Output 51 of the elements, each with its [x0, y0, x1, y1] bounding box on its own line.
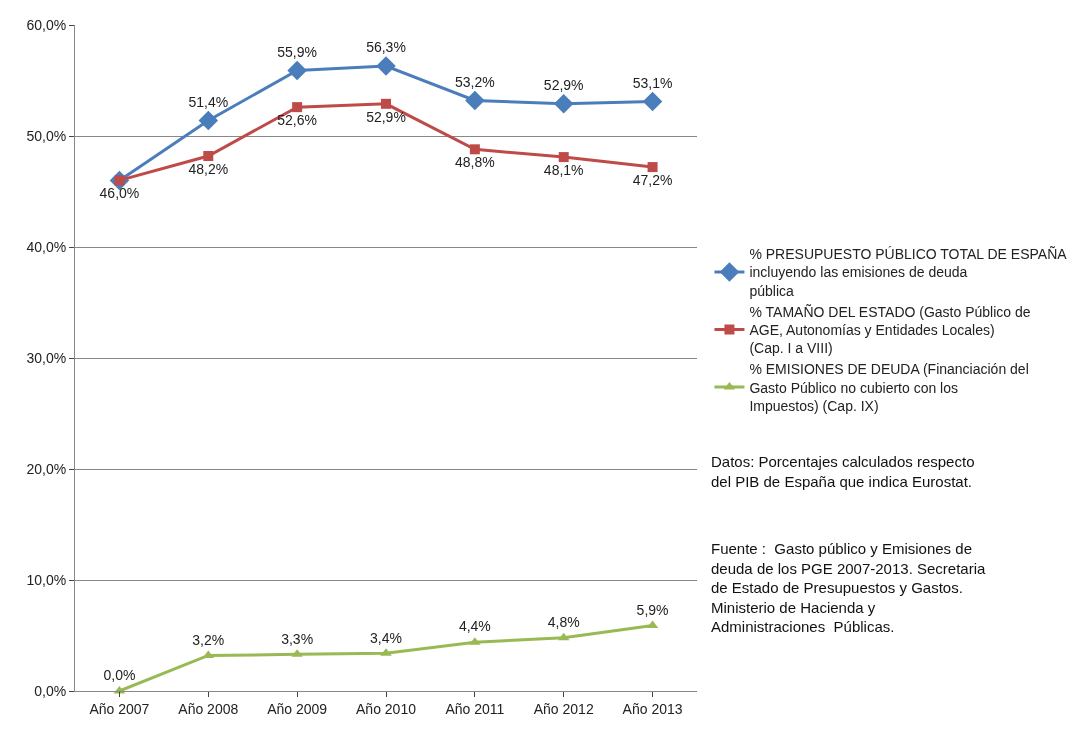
data-label: 55,9% [277, 43, 317, 60]
y-tick-label: 40,0% [26, 238, 67, 255]
legend-label: % EMISIONES DE DEUDA (Financiación del Gasto Público no cubierto con los Impuestos) (Cap. IX) [749, 361, 1029, 414]
y-tick-label: 50,0% [26, 127, 67, 144]
data-label: 53,2% [455, 73, 495, 90]
point [292, 102, 303, 113]
point [553, 94, 574, 114]
data-label: 48,2% [188, 160, 229, 177]
point [381, 98, 391, 109]
data-label: 3,2% [192, 631, 225, 648]
point [203, 150, 214, 161]
point [558, 152, 569, 163]
legend-label: % PRESUPUESTO PÚBLICO TOTAL DE ESPAÑA incluyendo las emisiones de deuda pública [749, 246, 1068, 299]
point [198, 110, 219, 131]
y-tick-label: 60,0% [26, 16, 67, 33]
data-label: 51,4% [188, 93, 229, 110]
data-label: 46,0% [99, 185, 140, 202]
point [647, 162, 658, 173]
legend-label: % TAMAÑO DEL ESTADO (Gasto Público de AGE, Autonomías y Entidades Locales) (Cap. I a VIII) [749, 303, 1031, 357]
y-tick-label: 0,0% [34, 682, 67, 699]
data-label: 3,3% [281, 630, 314, 647]
point [287, 60, 307, 81]
data-label: 5,9% [636, 601, 669, 618]
x-tick-label: Año 2007 [89, 700, 150, 717]
y-tick-label: 10,0% [26, 571, 67, 588]
x-tick-label: Año 2008 [178, 700, 239, 717]
source-note: Fuente : Gasto público y Emisiones de deuda de los PGE 2007-2013. Secretaria de Estado de Presupuestos y Gastos. Ministerio de Hacienda y Administraciones Públicas. [711, 540, 987, 635]
data-label: 56,3% [366, 39, 406, 56]
data-label: 0,0% [103, 667, 136, 684]
x-tick-label: Año 2011 [445, 700, 505, 717]
point [642, 91, 663, 112]
point [465, 90, 485, 111]
data-label: 4,8% [547, 613, 580, 630]
data-label: 4,4% [458, 618, 491, 635]
y-tick-label: 20,0% [26, 460, 67, 477]
x-tick-label: Año 2013 [622, 700, 683, 717]
x-tick-label: Año 2009 [267, 700, 328, 717]
x-tick-label: Año 2010 [356, 700, 417, 717]
point [376, 56, 396, 76]
data-label: 48,8% [455, 154, 495, 171]
data-label: 3,4% [370, 629, 402, 646]
data-label: 52,9% [543, 76, 584, 93]
data-label: 52,6% [277, 111, 317, 128]
point [469, 144, 480, 155]
y-tick-label: 30,0% [26, 349, 67, 366]
data-label: 53,1% [632, 74, 673, 91]
data-label: 52,9% [366, 108, 406, 125]
data-label: 48,1% [543, 161, 584, 178]
data-label: 47,2% [632, 171, 673, 188]
text: Datos: Porcentajes calculados respecto del PIB de España que indica Eurostat. [711, 453, 975, 490]
x-tick-label: Año 2012 [533, 700, 594, 717]
